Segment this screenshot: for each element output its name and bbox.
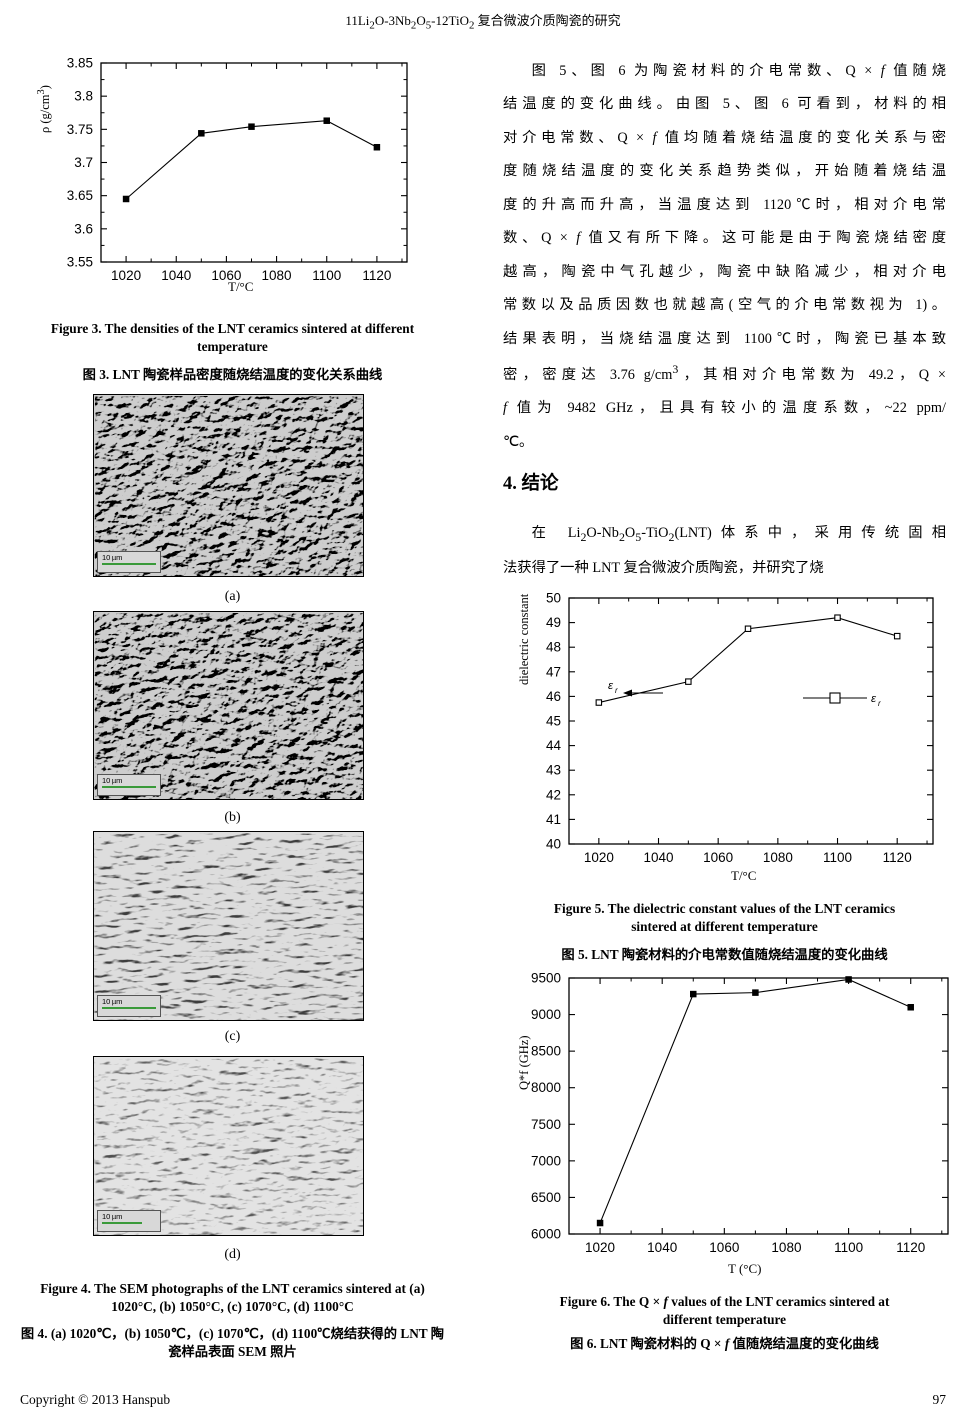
svg-text:6000: 6000 (531, 1227, 561, 1242)
svg-text:3.6: 3.6 (74, 221, 93, 236)
svg-text:47: 47 (546, 664, 561, 679)
svg-text:1020: 1020 (584, 850, 614, 865)
svg-text:3.7: 3.7 (74, 155, 93, 170)
svg-text:r: r (615, 686, 618, 695)
svg-text:7000: 7000 (531, 1153, 561, 1168)
svg-text:3.8: 3.8 (74, 89, 93, 104)
svg-text:1120: 1120 (883, 850, 912, 865)
svg-text:1120: 1120 (896, 1240, 925, 1255)
svg-text:3.85: 3.85 (67, 56, 93, 71)
svg-text:1100: 1100 (823, 850, 852, 865)
svg-text:3.75: 3.75 (67, 122, 93, 137)
svg-text:49: 49 (546, 615, 561, 630)
svg-text:6500: 6500 (531, 1190, 561, 1205)
svg-text:43: 43 (546, 763, 561, 778)
svg-text:8000: 8000 (531, 1080, 561, 1095)
svg-text:1060: 1060 (709, 1240, 739, 1255)
svg-text:1080: 1080 (262, 268, 292, 283)
svg-text:42: 42 (546, 787, 561, 802)
svg-text:1020: 1020 (111, 268, 141, 283)
svg-text:ε: ε (608, 680, 614, 692)
svg-text:7500: 7500 (531, 1117, 561, 1132)
svg-text:9500: 9500 (531, 971, 561, 986)
svg-text:1080: 1080 (771, 1240, 801, 1255)
svg-text:45: 45 (546, 714, 561, 729)
svg-text:3.55: 3.55 (67, 255, 93, 270)
svg-text:1060: 1060 (703, 850, 733, 865)
svg-text:1080: 1080 (763, 850, 793, 865)
svg-text:9000: 9000 (531, 1007, 561, 1022)
svg-text:40: 40 (546, 837, 561, 852)
svg-text:1020: 1020 (585, 1240, 615, 1255)
svg-text:50: 50 (546, 591, 561, 606)
svg-text:ε: ε (871, 693, 877, 705)
svg-text:1040: 1040 (643, 850, 673, 865)
svg-text:48: 48 (546, 640, 561, 655)
svg-text:8500: 8500 (531, 1044, 561, 1059)
svg-text:46: 46 (546, 689, 561, 704)
svg-text:1040: 1040 (647, 1240, 677, 1255)
svg-text:44: 44 (546, 738, 562, 753)
svg-text:1120: 1120 (362, 268, 391, 283)
svg-text:1040: 1040 (161, 268, 191, 283)
svg-text:1100: 1100 (312, 268, 341, 283)
svg-text:1100: 1100 (834, 1240, 863, 1255)
svg-text:41: 41 (546, 812, 561, 827)
svg-text:3.65: 3.65 (67, 188, 93, 203)
svg-text:r: r (878, 699, 881, 708)
